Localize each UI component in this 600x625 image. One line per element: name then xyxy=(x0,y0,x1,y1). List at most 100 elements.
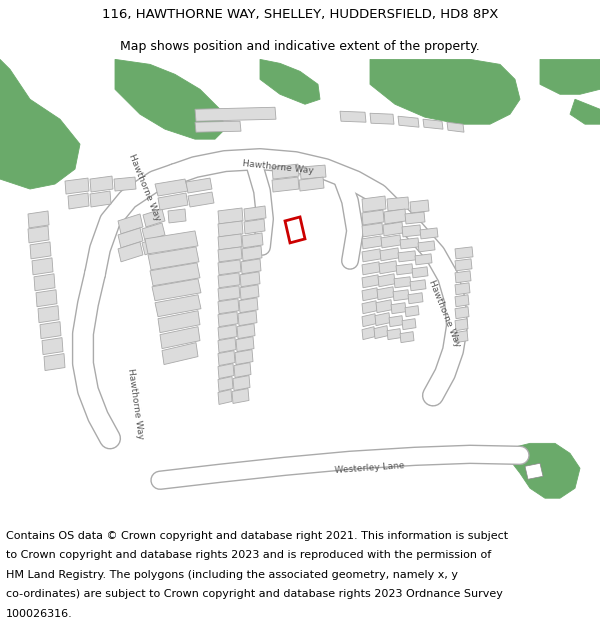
Polygon shape xyxy=(272,177,299,192)
Polygon shape xyxy=(398,116,419,128)
Polygon shape xyxy=(379,261,397,274)
Polygon shape xyxy=(114,177,136,191)
Polygon shape xyxy=(410,280,426,291)
Polygon shape xyxy=(28,211,49,228)
Polygon shape xyxy=(218,208,243,224)
Polygon shape xyxy=(510,443,580,498)
Polygon shape xyxy=(118,214,143,234)
Polygon shape xyxy=(218,260,241,275)
Polygon shape xyxy=(383,222,403,236)
Text: Hawthorne Way: Hawthorne Way xyxy=(242,159,314,175)
Polygon shape xyxy=(186,178,212,193)
Polygon shape xyxy=(285,217,305,243)
Polygon shape xyxy=(381,235,401,248)
Polygon shape xyxy=(362,288,378,301)
Polygon shape xyxy=(195,121,241,132)
Polygon shape xyxy=(152,279,201,301)
Polygon shape xyxy=(218,364,234,379)
Polygon shape xyxy=(455,331,468,342)
Polygon shape xyxy=(236,337,254,352)
Polygon shape xyxy=(158,311,200,332)
Polygon shape xyxy=(389,316,403,327)
Text: Map shows position and indicative extent of the property.: Map shows position and indicative extent… xyxy=(120,40,480,52)
Polygon shape xyxy=(90,176,113,192)
Polygon shape xyxy=(525,463,543,479)
Polygon shape xyxy=(238,311,257,326)
Polygon shape xyxy=(423,119,443,129)
Polygon shape xyxy=(90,191,111,207)
Polygon shape xyxy=(218,338,236,352)
Text: 116, HAWTHORNE WAY, SHELLEY, HUDDERSFIELD, HD8 8PX: 116, HAWTHORNE WAY, SHELLEY, HUDDERSFIEL… xyxy=(102,8,498,21)
Polygon shape xyxy=(0,59,80,189)
Polygon shape xyxy=(387,329,401,339)
Polygon shape xyxy=(38,306,59,322)
Polygon shape xyxy=(118,228,143,248)
Polygon shape xyxy=(340,111,366,123)
Polygon shape xyxy=(143,209,165,227)
Polygon shape xyxy=(218,299,239,314)
Polygon shape xyxy=(272,164,299,179)
Polygon shape xyxy=(188,192,214,207)
Polygon shape xyxy=(28,226,49,243)
Polygon shape xyxy=(239,298,258,312)
Polygon shape xyxy=(241,259,261,274)
Polygon shape xyxy=(362,314,376,327)
Polygon shape xyxy=(455,271,471,282)
Polygon shape xyxy=(195,107,276,121)
Polygon shape xyxy=(34,274,55,291)
Polygon shape xyxy=(36,290,57,307)
Polygon shape xyxy=(455,282,470,295)
Text: to Crown copyright and database rights 2023 and is reproduced with the permissio: to Crown copyright and database rights 2… xyxy=(6,551,491,561)
Polygon shape xyxy=(244,206,266,221)
Polygon shape xyxy=(420,228,438,239)
Polygon shape xyxy=(362,249,381,262)
Polygon shape xyxy=(402,319,416,329)
Polygon shape xyxy=(42,338,63,354)
Polygon shape xyxy=(400,238,419,249)
Polygon shape xyxy=(391,302,406,314)
Polygon shape xyxy=(118,242,143,262)
Polygon shape xyxy=(237,324,255,339)
Polygon shape xyxy=(455,319,468,331)
Polygon shape xyxy=(455,295,469,307)
Polygon shape xyxy=(370,59,520,124)
Text: co-ordinates) are subject to Crown copyright and database rights 2023 Ordnance S: co-ordinates) are subject to Crown copyr… xyxy=(6,589,503,599)
Text: Westerley Lane: Westerley Lane xyxy=(335,461,405,475)
Polygon shape xyxy=(378,274,395,287)
Polygon shape xyxy=(240,272,260,287)
Text: Contains OS data © Crown copyright and database right 2021. This information is : Contains OS data © Crown copyright and d… xyxy=(6,531,508,541)
Polygon shape xyxy=(218,376,233,391)
Polygon shape xyxy=(376,300,392,312)
Polygon shape xyxy=(362,262,380,275)
Polygon shape xyxy=(162,342,198,364)
Polygon shape xyxy=(244,219,265,234)
Polygon shape xyxy=(370,113,394,124)
Polygon shape xyxy=(44,354,65,371)
Polygon shape xyxy=(405,306,419,317)
Polygon shape xyxy=(418,241,435,252)
Polygon shape xyxy=(218,221,243,237)
Polygon shape xyxy=(218,351,235,366)
Polygon shape xyxy=(377,287,394,300)
Polygon shape xyxy=(232,389,249,404)
Polygon shape xyxy=(218,272,240,288)
Polygon shape xyxy=(455,247,473,259)
Polygon shape xyxy=(160,327,200,349)
Polygon shape xyxy=(398,251,416,262)
Polygon shape xyxy=(408,292,423,304)
Polygon shape xyxy=(380,248,399,261)
Polygon shape xyxy=(155,179,188,196)
Polygon shape xyxy=(362,236,382,249)
Polygon shape xyxy=(412,267,428,278)
Polygon shape xyxy=(235,349,253,364)
Polygon shape xyxy=(455,259,472,271)
Polygon shape xyxy=(300,165,326,179)
Polygon shape xyxy=(362,275,379,288)
Polygon shape xyxy=(218,312,238,327)
Polygon shape xyxy=(396,264,413,275)
Polygon shape xyxy=(142,223,165,241)
Polygon shape xyxy=(32,258,53,275)
Polygon shape xyxy=(234,362,251,378)
Polygon shape xyxy=(400,332,414,342)
Text: Hawthorne Way: Hawthorne Way xyxy=(125,368,145,439)
